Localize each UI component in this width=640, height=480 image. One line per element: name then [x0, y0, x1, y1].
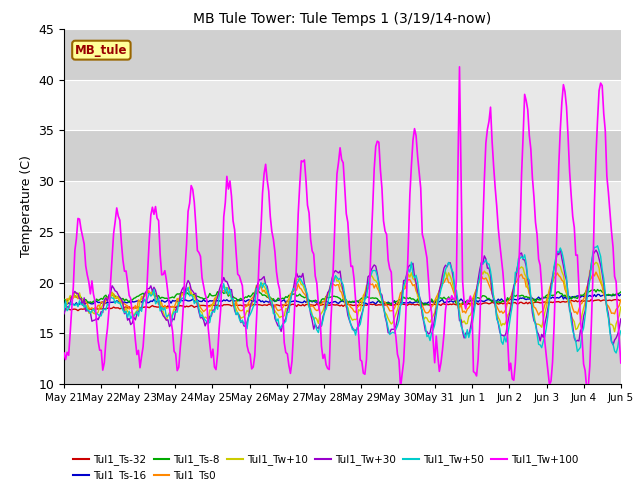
Legend: Tul1_Ts-32, Tul1_Ts-16, Tul1_Ts-8, Tul1_Ts0, Tul1_Tw+10, Tul1_Tw+30, Tul1_Tw+50,: Tul1_Ts-32, Tul1_Ts-16, Tul1_Ts-8, Tul1_…: [69, 450, 582, 480]
Y-axis label: Temperature (C): Temperature (C): [20, 156, 33, 257]
Title: MB Tule Tower: Tule Temps 1 (3/19/14-now): MB Tule Tower: Tule Temps 1 (3/19/14-now…: [193, 12, 492, 26]
Bar: [64, 232, 621, 283]
Bar: [64, 333, 621, 384]
Bar: [64, 181, 621, 232]
Bar: [64, 80, 621, 130]
Text: MB_tule: MB_tule: [75, 44, 127, 57]
Bar: [64, 130, 621, 181]
Bar: [64, 283, 621, 333]
Bar: [64, 29, 621, 80]
